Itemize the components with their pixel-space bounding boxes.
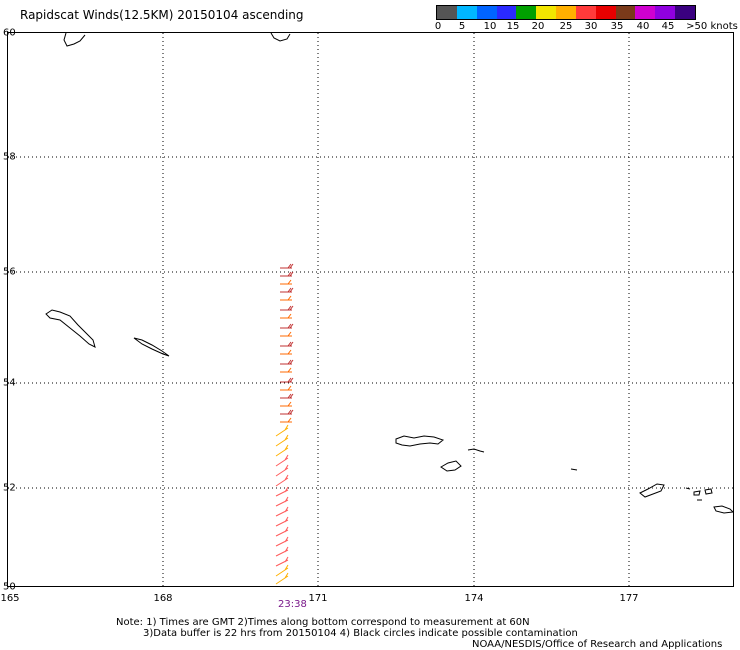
wind-barb (275, 464, 289, 477)
lat-label-58: 58 (3, 151, 16, 163)
note-line-2: 3)Data buffer is 22 hrs from 20150104 4)… (143, 628, 578, 639)
scale-label-40: 40 (636, 21, 650, 32)
lat-label-56: 56 (3, 266, 16, 278)
scale-label-5: 5 (458, 21, 466, 32)
coastline-amchitka-island (713, 505, 735, 514)
scale-label-35: 35 (610, 21, 624, 32)
lat-label-60: 60 (3, 27, 16, 39)
wind-speed-color-scale (436, 5, 696, 20)
wind-barb (275, 506, 289, 517)
scale-label-50plus: >50 knots (686, 21, 738, 32)
wind-barb (280, 385, 292, 391)
wind-barb (275, 556, 289, 567)
wind-barb (280, 377, 294, 383)
lon-label-165: 165 (0, 593, 20, 604)
lon-label-171: 171 (308, 593, 328, 604)
wind-barb (280, 349, 292, 355)
scale-label-10: 10 (483, 21, 497, 32)
wind-barb (275, 444, 289, 457)
scale-cell-8 (595, 6, 616, 19)
wind-barb (280, 279, 292, 285)
scale-label-45: 45 (661, 21, 675, 32)
wind-barb (275, 564, 289, 577)
wind-barb (280, 323, 294, 329)
lon-label-174: 174 (464, 593, 484, 604)
wind-barb (280, 401, 292, 407)
coastlines (45, 32, 735, 514)
scale-cell-11 (655, 6, 676, 19)
wind-barb (280, 341, 294, 347)
wind-barb (275, 572, 289, 585)
scale-cell-2 (476, 6, 497, 19)
scale-cell-3 (496, 6, 517, 19)
scale-cell-4 (516, 6, 537, 19)
wind-barb (275, 434, 289, 447)
coastline-mainland-top-left (63, 32, 86, 47)
note-line-3: NOAA/NESDIS/Office of Research and Appli… (472, 639, 723, 650)
wind-barb (280, 367, 292, 373)
coastline-kiska-island (639, 483, 665, 498)
coastline-bering-island (45, 309, 96, 348)
scale-label-15: 15 (506, 21, 520, 32)
scale-label-20: 20 (531, 21, 545, 32)
wind-barb (275, 526, 289, 537)
wind-barb (280, 359, 294, 365)
coastline-medny-island (133, 337, 170, 357)
wind-barb (275, 454, 289, 467)
scale-cell-5 (536, 6, 557, 19)
lon-label-168: 168 (153, 593, 173, 604)
wind-barb (275, 536, 289, 547)
coastline-islet-a (685, 487, 691, 490)
lat-label-50: 50 (3, 581, 16, 593)
scale-label-25: 25 (559, 21, 573, 32)
scale-cell-9 (615, 6, 636, 19)
wind-barb (275, 496, 289, 507)
wind-barb (280, 417, 292, 423)
wind-barb-group-b (280, 279, 292, 423)
wind-barb (275, 486, 289, 497)
wind-barb (275, 474, 289, 487)
lat-label-52: 52 (3, 482, 16, 494)
lon-label-177: 177 (619, 593, 639, 604)
wind-barb (280, 271, 294, 277)
wind-barb (275, 516, 289, 527)
swath-time-label: 23:38 (278, 599, 307, 610)
wind-barb (280, 409, 294, 415)
wind-barb-group-a (280, 263, 294, 415)
wind-barb (280, 305, 294, 311)
coastline-semichi-islets (467, 448, 485, 453)
lat-label-54: 54 (3, 377, 16, 389)
scale-label-30: 30 (584, 21, 598, 32)
wind-barb (275, 546, 289, 557)
scale-cell-7 (575, 6, 596, 19)
coastline-buldir-island (570, 468, 578, 471)
wind-barb-group-c (275, 424, 289, 585)
scale-cell-12 (675, 6, 695, 19)
coastline-agattu-island (440, 460, 462, 472)
graticule (8, 33, 733, 586)
wind-barb (280, 287, 294, 293)
map-title: Rapidscat Winds(12.5KM) 20150104 ascendi… (20, 8, 304, 22)
coastline-islet-c (704, 488, 713, 495)
coastline-attu-island (395, 435, 445, 447)
wind-barb (280, 295, 292, 301)
wind-barb-group-d (275, 454, 289, 567)
coastline-islet-b (693, 490, 701, 496)
scale-cell-1 (456, 6, 477, 19)
scale-cell-10 (635, 6, 656, 19)
wind-barb (280, 263, 294, 269)
note-line-1: Note: 1) Times are GMT 2)Times along bot… (116, 617, 530, 628)
map-frame (7, 32, 734, 587)
wind-barb (275, 424, 289, 437)
coastline-mainland-top-mid (270, 32, 291, 42)
scale-cell-0 (437, 6, 457, 19)
wind-barbs (275, 263, 294, 585)
wind-barb (280, 331, 292, 337)
scale-cell-6 (556, 6, 576, 19)
wind-barb (280, 313, 292, 319)
wind-barb (280, 393, 294, 399)
scale-label-0: 0 (434, 21, 442, 32)
